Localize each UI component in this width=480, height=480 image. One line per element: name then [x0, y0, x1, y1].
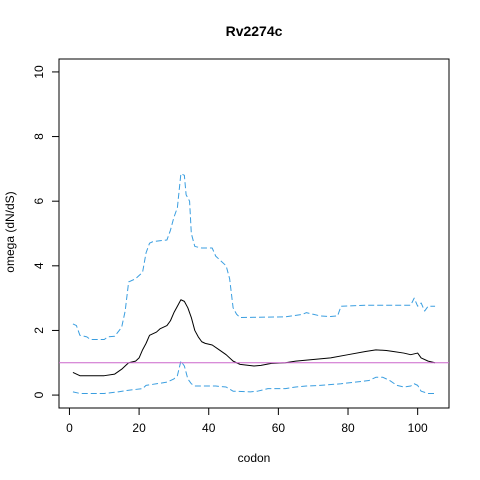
x-tick-label: 20	[132, 421, 146, 435]
y-axis-label: omega (dN/dS)	[3, 191, 17, 272]
x-axis-label: codon	[238, 451, 271, 465]
x-tick-label: 40	[202, 421, 216, 435]
y-tick-label: 4	[32, 262, 46, 269]
omega-estimate-line	[72, 299, 436, 377]
x-tick-label: 60	[272, 421, 286, 435]
y-tick-label: 6	[32, 198, 46, 205]
y-tick-label: 10	[32, 65, 46, 79]
x-tick-label: 80	[341, 421, 355, 435]
x-tick-label: 0	[66, 421, 73, 435]
y-tick-label: 2	[32, 327, 46, 334]
chart-title: Rv2274c	[226, 23, 283, 39]
y-tick-label: 0	[32, 391, 46, 398]
x-tick-label: 100	[408, 421, 428, 435]
upper-bound-line	[72, 173, 436, 340]
plot-area: 0 20 40 60 80 100 0 2 4 6 8 10	[32, 58, 450, 435]
lower-bound-line	[72, 360, 436, 394]
y-tick-label: 8	[32, 133, 46, 140]
